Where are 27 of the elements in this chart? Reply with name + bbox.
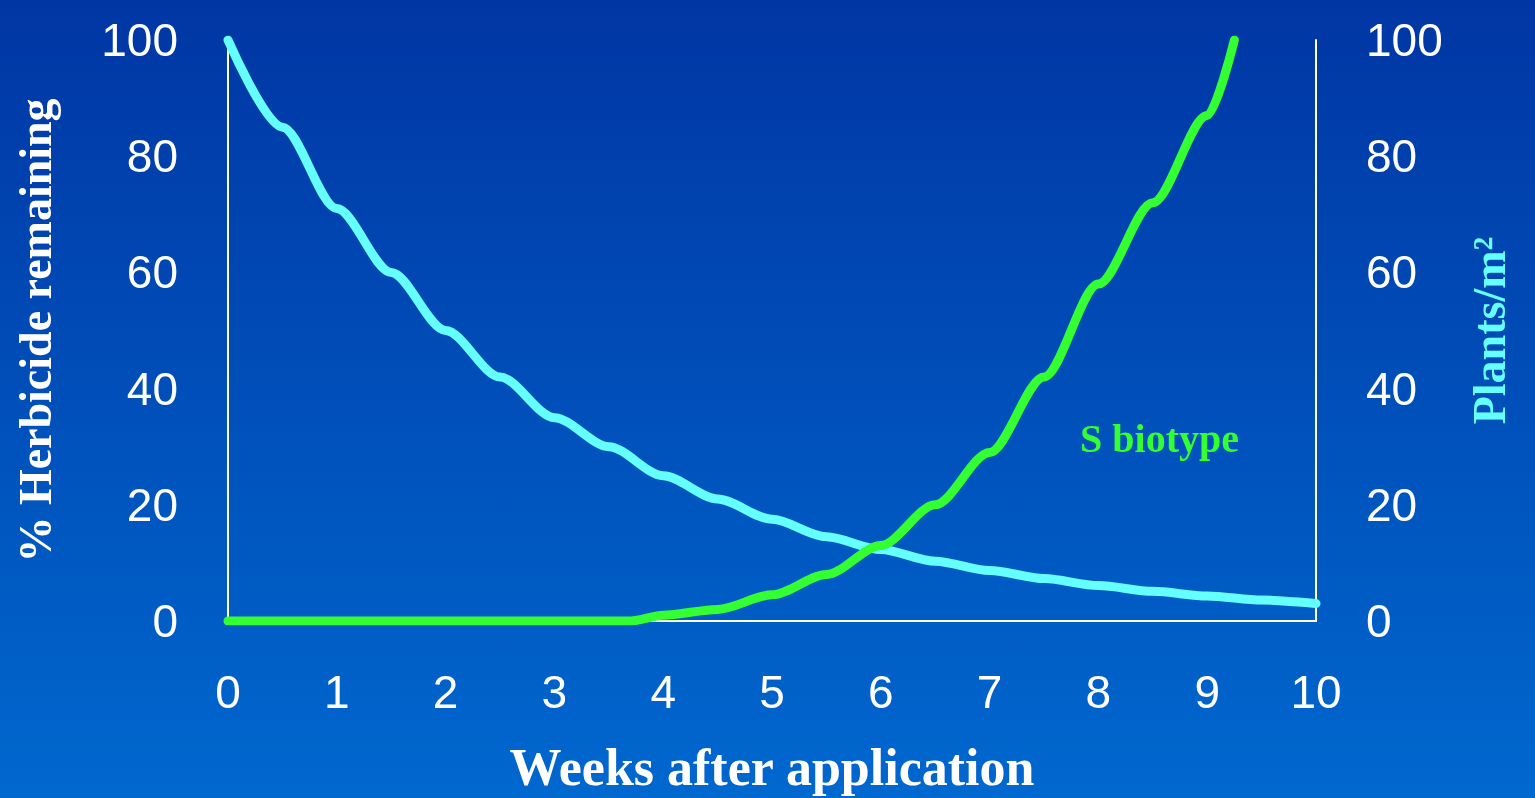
x-tick-label: 10 [1290,666,1342,718]
x-tick-label: 7 [976,666,1003,718]
y-tick-label: 60 [126,246,178,299]
annotation: S biotype [1080,415,1240,461]
y2-tick-label: 40 [1366,362,1418,415]
x-tick-label: 8 [1085,666,1112,718]
x-tick-label: 5 [759,666,785,718]
y-tick-label: 20 [126,478,178,531]
x-tick-label: 3 [541,666,568,718]
x-tick-label: 6 [868,666,894,718]
y-tick-label: 100 [101,14,178,66]
y-axis-title: % Herbicide remaining [9,98,61,563]
y2-tick-label: 60 [1366,246,1418,299]
y2-tick-label: 20 [1366,478,1418,531]
y2-tick-label: 0 [1366,595,1392,647]
x-tick-label: 1 [324,666,350,718]
y2-tick-label: 100 [1366,14,1443,66]
x-tick-label: 4 [650,666,676,718]
y-tick-label: 80 [126,130,178,183]
x-tick-label: 9 [1194,666,1220,718]
y-tick-label: 0 [152,595,178,647]
x-tick-label: 0 [215,666,241,718]
x-tick-label: 2 [432,666,459,718]
y2-axis-title: Plants/m² [1463,236,1515,425]
y2-tick-label: 80 [1366,130,1418,183]
y-tick-label: 40 [126,362,178,415]
x-axis-title: Weeks after application [509,738,1035,796]
